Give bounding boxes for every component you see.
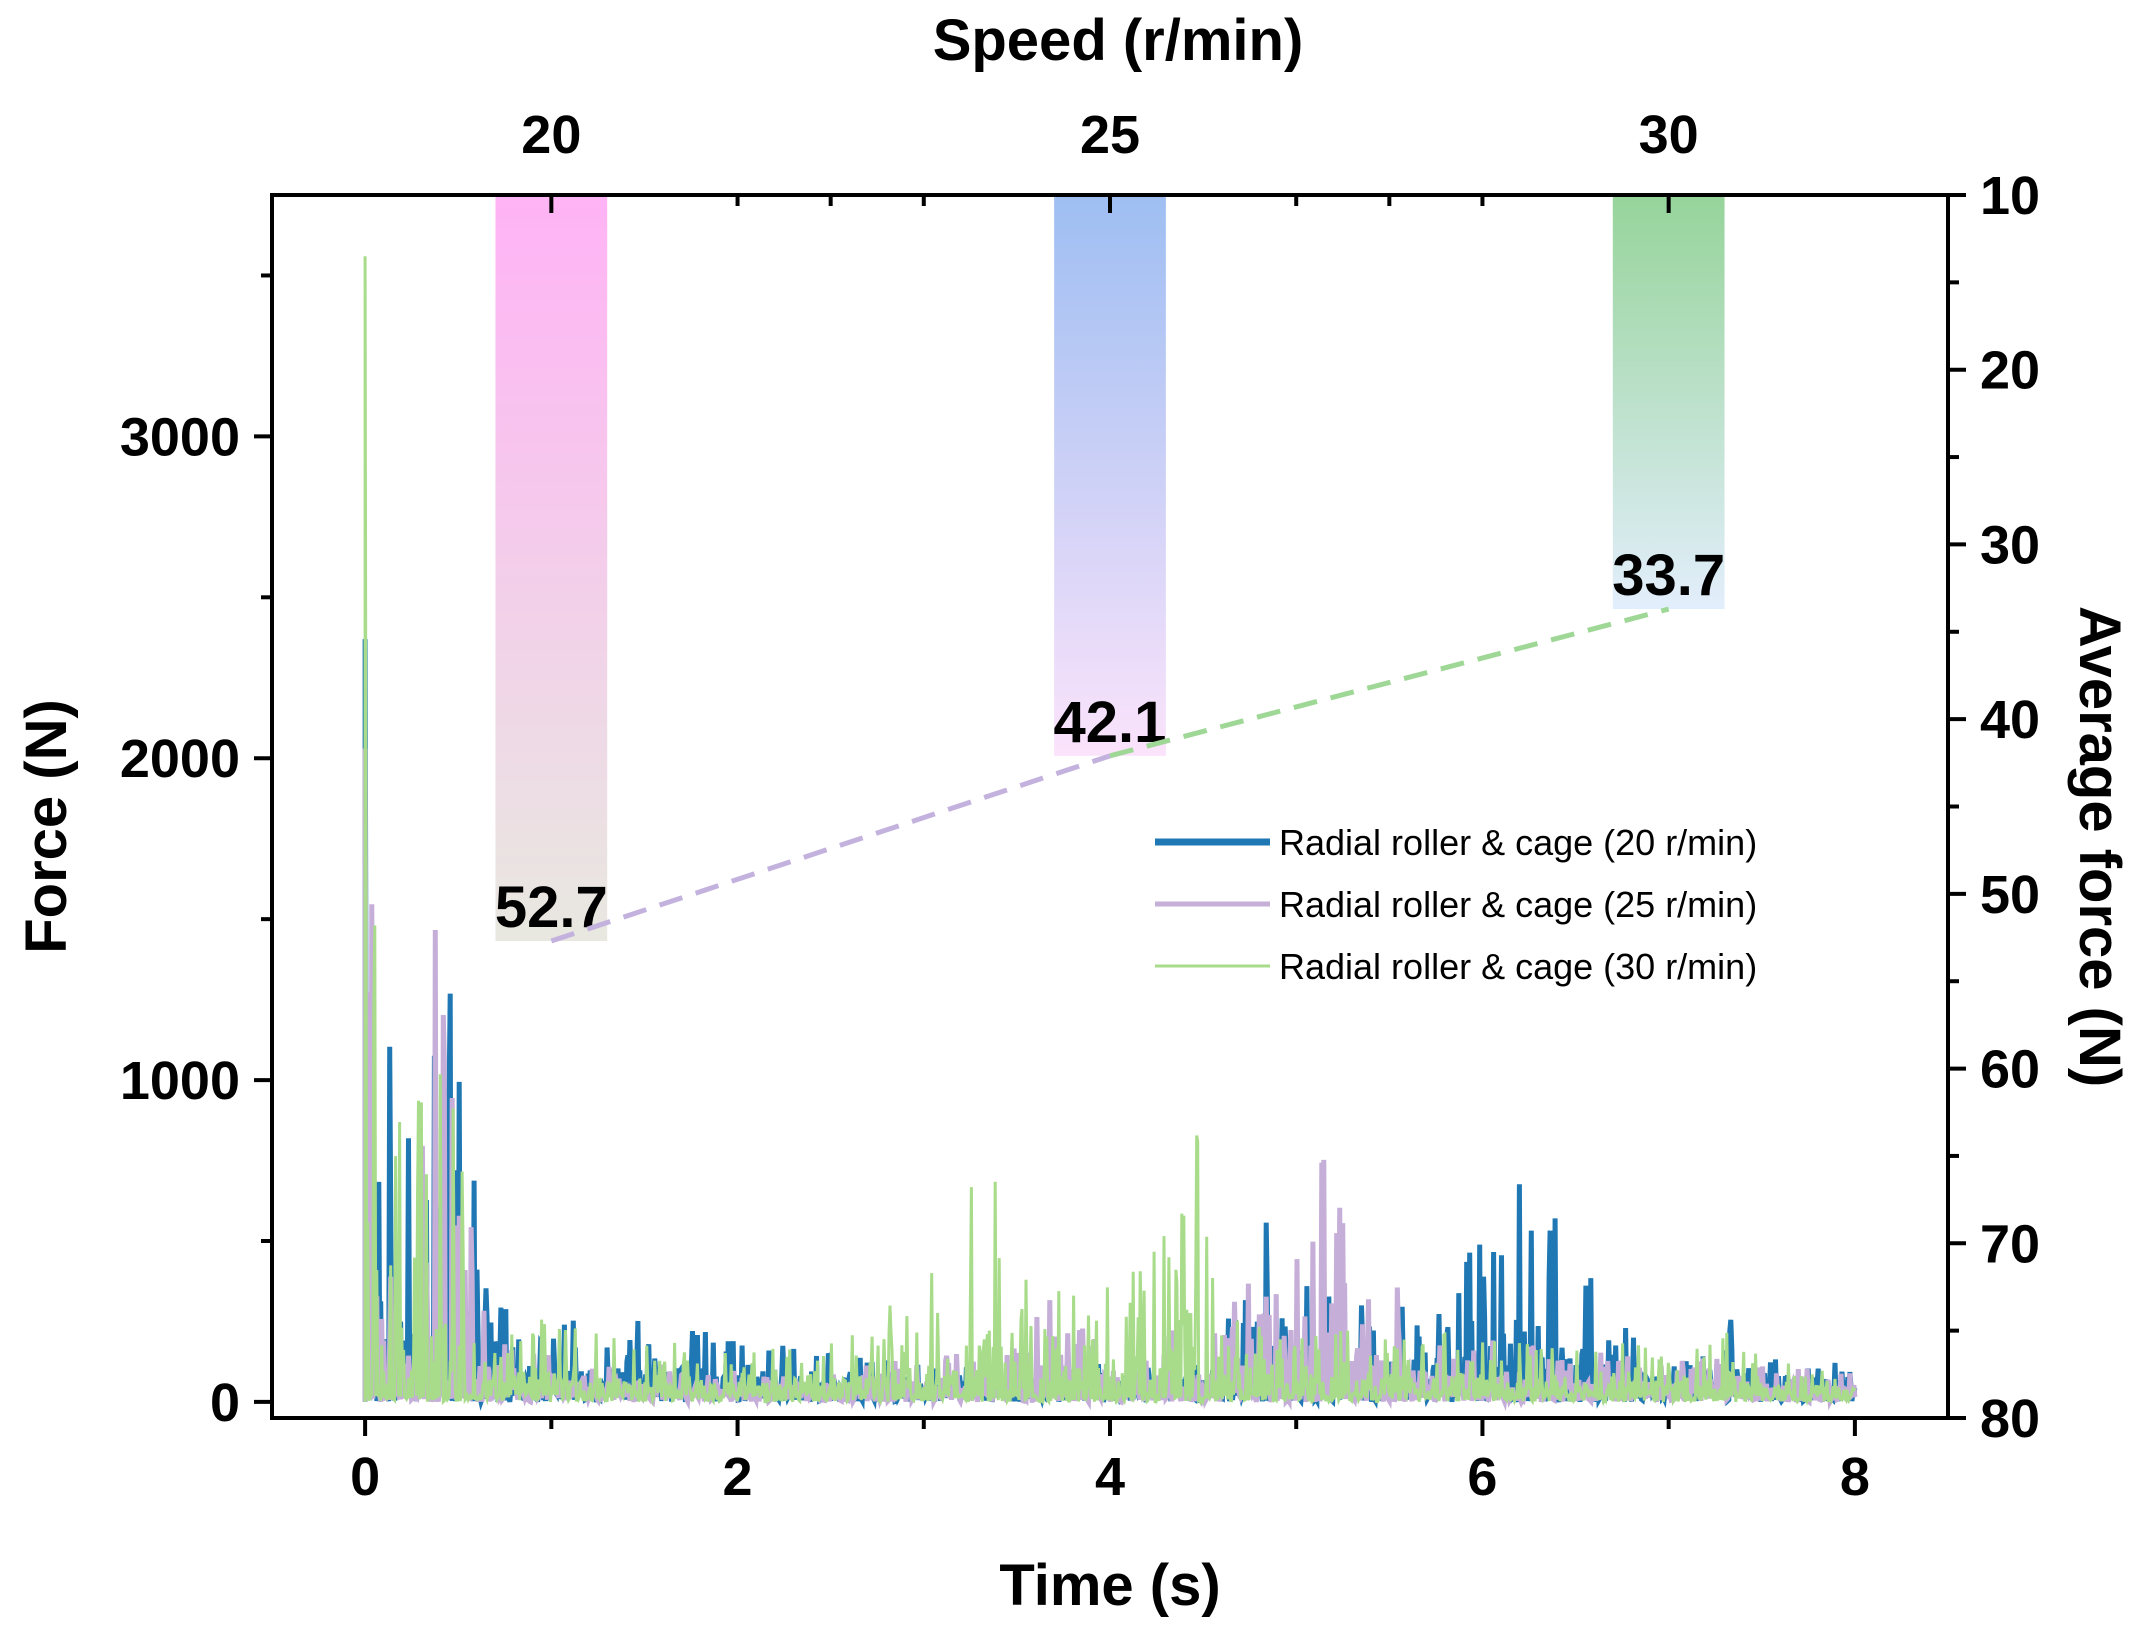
legend-label-30: Radial roller & cage (30 r/min) xyxy=(1279,946,1757,987)
y2-axis-title: Average force (N) xyxy=(2067,606,2132,1087)
y-tick-label: 0 xyxy=(210,1373,240,1433)
x-tick-label: 4 xyxy=(1095,1447,1125,1507)
y2-tick-label: 20 xyxy=(1980,341,2040,401)
x-tick-label: 8 xyxy=(1840,1447,1870,1507)
y2-tick-label: 50 xyxy=(1980,865,2040,925)
y-tick-label: 1000 xyxy=(120,1051,240,1111)
average-trend-lines xyxy=(550,606,1670,944)
legend: Radial roller & cage (20 r/min) Radial ro… xyxy=(1155,822,1757,987)
average-bar-25 xyxy=(1054,195,1166,756)
x-tick-label: 2 xyxy=(723,1447,753,1507)
top-axis-title: Speed (r/min) xyxy=(933,8,1304,73)
average-bar-20 xyxy=(495,195,608,942)
y2-tick-label: 10 xyxy=(1980,166,2040,226)
top-tick-label: 20 xyxy=(521,105,581,165)
average-trend-segment xyxy=(1109,606,1670,759)
y2-tick-label: 30 xyxy=(1980,515,2040,575)
legend-label-20: Radial roller & cage (20 r/min) xyxy=(1279,822,1757,863)
legend-label-25: Radial roller & cage (25 r/min) xyxy=(1279,884,1757,925)
average-bar-30 xyxy=(1612,195,1725,610)
y2-tick-label: 40 xyxy=(1980,690,2040,750)
y-axis-title: Force (N) xyxy=(14,699,79,954)
average-bars: 52.742.133.7 xyxy=(495,195,1725,942)
y-tick-label: 3000 xyxy=(120,407,240,467)
average-trend-segment xyxy=(550,753,1111,944)
series-line-30 xyxy=(363,256,1857,1407)
x-tick-label: 0 xyxy=(350,1447,380,1507)
y2-tick-label: 80 xyxy=(1980,1389,2040,1449)
x-axis-title: Time (s) xyxy=(999,1553,1220,1618)
top-tick-label: 25 xyxy=(1080,105,1140,165)
average-bar-label-30: 33.7 xyxy=(1612,543,1725,608)
axis-labels: Time (s) Speed (r/min) Force (N) Average fo… xyxy=(14,8,2132,1618)
y-tick-label: 2000 xyxy=(120,729,240,789)
y2-tick-label: 70 xyxy=(1980,1214,2040,1274)
y2-tick-label: 60 xyxy=(1980,1040,2040,1100)
top-tick-label: 30 xyxy=(1639,105,1699,165)
x-tick-label: 6 xyxy=(1467,1447,1497,1507)
series-lines xyxy=(362,256,1858,1412)
